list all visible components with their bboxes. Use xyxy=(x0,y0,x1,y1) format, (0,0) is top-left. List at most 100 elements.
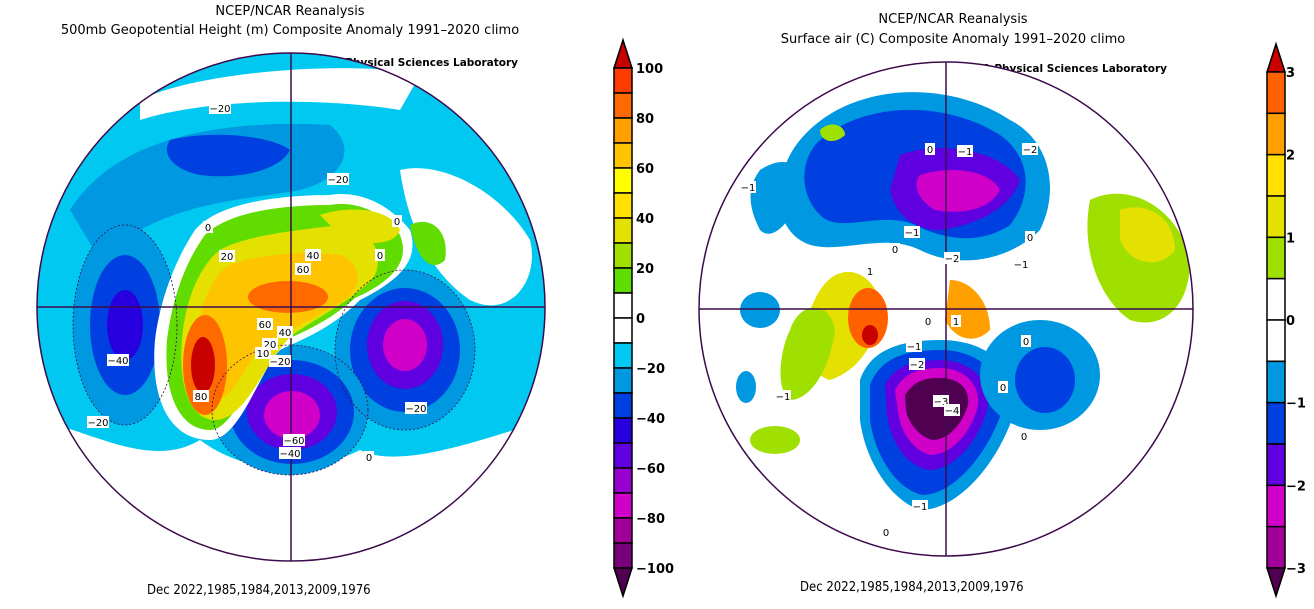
colorbar-tick-label: 100 xyxy=(636,62,663,77)
contour-label: −1 xyxy=(1014,260,1029,271)
contour-label: −1 xyxy=(907,342,922,353)
contour-label: −3 xyxy=(934,397,949,408)
colorbar-swatch xyxy=(1266,195,1286,239)
colorbar-swatch xyxy=(613,117,633,144)
colorbar-tick-label: −1 xyxy=(1286,397,1306,412)
colorbar-min-arrow xyxy=(612,567,634,599)
contour-label: −2 xyxy=(1023,145,1038,156)
contour-label: 80 xyxy=(195,392,208,403)
field-pos05-pacific-sw xyxy=(750,426,800,454)
contour-label-bg xyxy=(255,347,271,359)
colorbar-tick-label: 1 xyxy=(1286,231,1295,246)
colorbar-tick-label: 0 xyxy=(636,312,645,327)
colorbar-tick-label: 0 xyxy=(1286,314,1295,329)
field-pos05-pacific xyxy=(780,307,835,400)
contour-label: 0 xyxy=(927,145,933,156)
field-neg1-siberia-w xyxy=(750,161,803,234)
contour-label-bg xyxy=(392,215,402,227)
colorbar-swatch xyxy=(1266,153,1286,197)
colorbar-swatch xyxy=(1266,236,1286,280)
contour-label: 40 xyxy=(279,328,292,339)
colorbar-swatch xyxy=(1266,401,1286,445)
colorbar-swatch xyxy=(613,217,633,244)
contour-label: 0 xyxy=(883,528,889,539)
colorbar-tick-label: 3 xyxy=(1286,66,1295,81)
right-graticule xyxy=(698,61,1194,557)
left-title-line2: 500mb Geopotential Height (m) Composite … xyxy=(60,23,520,38)
right-contour-labels: 0 −1 −2 −1 −1 0 0 −2 −1 1 0 1 −1 −2 0 −3−4 −1 0 0 −1 0 xyxy=(740,143,1038,539)
contour-label: −2 xyxy=(945,254,960,265)
colorbar-swatch xyxy=(1266,112,1286,156)
field-pos20-europe xyxy=(410,221,446,266)
contour-label-bg xyxy=(283,434,305,446)
field-neg4-na xyxy=(905,378,969,440)
right-title-line1: NCEP/NCAR Reanalysis xyxy=(878,12,1028,27)
contour-label-bg xyxy=(944,252,960,264)
left-graticule xyxy=(36,52,546,562)
contour-label: −40 xyxy=(279,449,300,460)
contour-label: 0 xyxy=(892,245,898,256)
contour-label: 0 xyxy=(205,223,211,234)
colorbar-swatch xyxy=(613,292,633,319)
colorbar-tick-label: −60 xyxy=(636,462,665,477)
colorbar-swatch xyxy=(613,342,633,369)
colorbar-tick-label: 80 xyxy=(636,112,654,127)
contour-label: 0 xyxy=(377,251,383,262)
field-pos100-west xyxy=(191,337,215,393)
contour-label-bg xyxy=(906,340,922,352)
contour-label-bg xyxy=(912,500,928,512)
field-neg1-pacific-nw xyxy=(740,292,780,328)
contour-label-bg xyxy=(740,181,756,193)
colorbar-swatch xyxy=(1266,360,1286,404)
contour-label-bg xyxy=(203,221,213,233)
colorbar-max-arrow xyxy=(1265,41,1287,73)
field-pos05-arctic xyxy=(820,124,845,142)
contour-label-bg xyxy=(998,381,1008,393)
colorbar-tick-label: −80 xyxy=(636,512,665,527)
field-zero-east xyxy=(400,168,532,306)
contour-label: −20 xyxy=(87,418,108,429)
contour-label-bg xyxy=(925,143,935,155)
contour-label-bg xyxy=(775,390,791,402)
field-pos2-alaska xyxy=(848,288,888,348)
colorbar-min-arrow xyxy=(1265,567,1287,599)
colorbar-tick-label: −2 xyxy=(1286,479,1306,494)
dashed-contours xyxy=(72,224,476,476)
contour-label: −1 xyxy=(741,183,756,194)
contour-label: −1 xyxy=(776,392,791,403)
right-title-line2: Surface air (C) Composite Anomaly 1991–2… xyxy=(780,32,1126,47)
contour-label-bg xyxy=(923,315,933,327)
contour-label-bg xyxy=(865,265,875,277)
contour-label: 10 xyxy=(257,349,270,360)
contour-label-bg xyxy=(87,416,109,428)
colorbar-tick-label: 40 xyxy=(636,212,654,227)
field-neg1-pacific-w xyxy=(736,371,756,403)
colorbar-tick-label: −100 xyxy=(636,562,674,577)
contour-label: 0 xyxy=(1027,233,1033,244)
contour-label-bg xyxy=(1025,231,1035,243)
contour-label: −60 xyxy=(283,436,304,447)
contour-label: −20 xyxy=(327,175,348,186)
contour-label-bg xyxy=(364,451,374,463)
contour-label-bg xyxy=(209,102,231,114)
colorbar-swatch xyxy=(1266,484,1286,528)
contour-label: −40 xyxy=(107,356,128,367)
contour-label-bg xyxy=(269,355,291,367)
colorbar-swatch xyxy=(613,417,633,444)
contour-label: −1 xyxy=(913,502,928,513)
contour-label-bg xyxy=(327,173,349,185)
field-neg80-south xyxy=(264,391,320,439)
left-colorbar: 100 80 60 40 20 0 −20 −40 −60 −80 −100 xyxy=(612,37,674,599)
contour-label-bg xyxy=(1019,430,1029,442)
contour-label: −1 xyxy=(958,147,973,158)
contour-label-bg xyxy=(219,250,235,262)
contour-label-bg xyxy=(277,326,293,338)
contour-label-bg xyxy=(904,226,920,238)
colorbar-swatch xyxy=(1266,525,1286,569)
field-pos80-center xyxy=(248,281,328,313)
field-neg2-atlantic xyxy=(1015,347,1075,413)
contour-label: 40 xyxy=(307,251,320,262)
colorbar-tick-label: 2 xyxy=(1286,149,1295,164)
